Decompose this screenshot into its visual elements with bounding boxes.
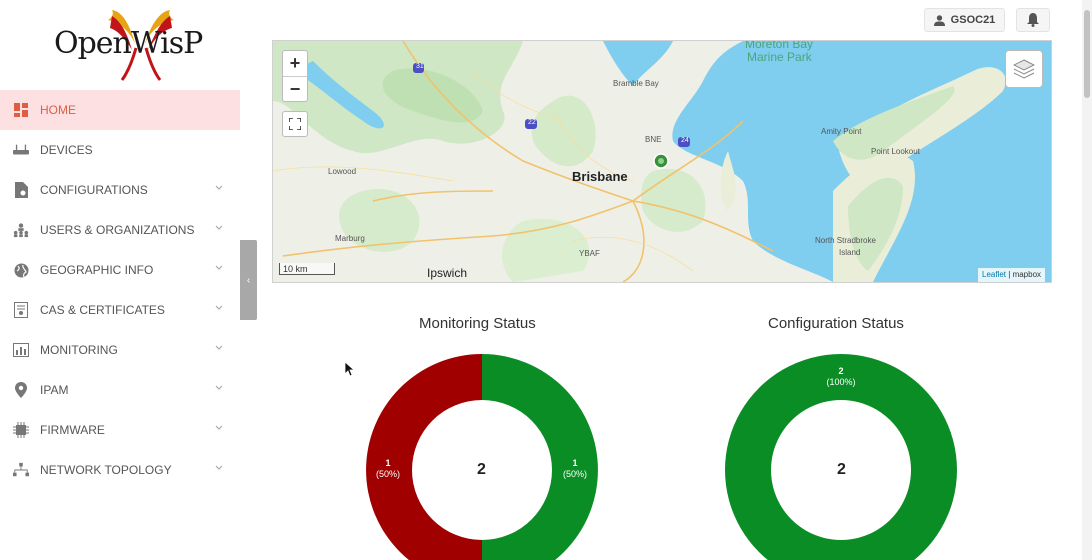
- map-road-shield-31: 31: [416, 63, 424, 70]
- configuration-ok-count: 2: [838, 366, 844, 376]
- sidebar-item-firmware[interactable]: FIRMWARE: [0, 410, 240, 450]
- monitoring-ok-count: 1: [572, 458, 578, 468]
- sidebar-item-users-organizations[interactable]: USERS & ORGANIZATIONS: [0, 210, 240, 250]
- zoom-out-button[interactable]: −: [283, 76, 307, 101]
- configuration-total: 2: [837, 461, 846, 478]
- sidebar-item-ipam[interactable]: IPAM: [0, 370, 240, 410]
- chevron-down-icon: [215, 225, 223, 230]
- fullscreen-button[interactable]: [282, 111, 308, 137]
- sidebar-item-cas-certificates[interactable]: CAS & CERTIFICATES: [0, 290, 240, 330]
- map-label-marine-park: Marine Park: [747, 50, 812, 64]
- logo-text: OpenWisP: [54, 26, 203, 61]
- sidebar-item-label: CAS & CERTIFICATES: [40, 303, 165, 317]
- map-attribution: Leaflet | mapbox: [978, 268, 1046, 282]
- sidebar-item-network-topology[interactable]: NETWORK TOPOLOGY: [0, 450, 240, 490]
- chevron-down-icon: [215, 345, 223, 350]
- home-grid-icon: [13, 102, 29, 118]
- layers-icon: [1013, 59, 1035, 79]
- sidebar-item-label: CONFIGURATIONS: [40, 183, 148, 197]
- map-layers-button[interactable]: [1005, 50, 1043, 88]
- config-file-icon: [13, 182, 29, 198]
- monitoring-problem-percent: (50%): [375, 469, 400, 479]
- user-menu-button[interactable]: GSOC21: [924, 8, 1005, 32]
- leaflet-link[interactable]: Leaflet: [982, 270, 1007, 279]
- chevron-down-icon: [215, 185, 223, 190]
- map-label-moreton-bay: Moreton Bay: [745, 40, 814, 51]
- page-scrollbar[interactable]: [1082, 0, 1092, 560]
- chevron-down-icon: [215, 385, 223, 390]
- geographic-map[interactable]: Brisbane Ipswich Lowood Marburg Bramble …: [272, 40, 1052, 283]
- map-label-marburg: Marburg: [335, 234, 365, 243]
- mouse-cursor-icon: [345, 362, 356, 377]
- configuration-ok-percent: (100%): [826, 377, 856, 387]
- sidebar-item-configurations[interactable]: CONFIGURATIONS: [0, 170, 240, 210]
- sidebar-collapse-toggle[interactable]: ‹: [240, 240, 257, 320]
- map-road-shield-22: 22: [528, 119, 536, 126]
- sidebar-item-label: NETWORK TOPOLOGY: [40, 463, 172, 477]
- monitoring-chart-icon: [13, 342, 29, 358]
- map-label-brisbane: Brisbane: [572, 169, 628, 184]
- map-label-bramble-bay: Bramble Bay: [613, 79, 659, 88]
- monitoring-status-title: Monitoring Status: [419, 315, 536, 332]
- chevron-down-icon: [215, 425, 223, 430]
- chevron-down-icon: [215, 465, 223, 470]
- donut-slice-0-0[interactable]: [482, 354, 598, 560]
- sidebar-menu: HOME DEVICES CONFIGURATIONS USERS & ORGA…: [0, 90, 240, 490]
- router-icon: [13, 142, 29, 158]
- logo-wings-icon: [108, 10, 174, 81]
- monitoring-ok-percent: (50%): [562, 469, 587, 479]
- map-label-bne: BNE: [645, 135, 662, 144]
- mapbox-attribution: mapbox: [1012, 270, 1042, 279]
- map-label-island: Island: [839, 248, 861, 257]
- chevron-down-icon: [215, 305, 223, 310]
- certificate-icon: [13, 302, 29, 318]
- chip-icon: [13, 422, 29, 438]
- map-label-lowood: Lowood: [328, 167, 357, 176]
- map-road-shield-24: 24: [681, 137, 689, 144]
- map-tiles: [273, 41, 1051, 282]
- sidebar-item-label: FIRMWARE: [40, 423, 105, 437]
- notifications-button[interactable]: [1016, 8, 1050, 32]
- zoom-in-button[interactable]: +: [289, 53, 301, 73]
- map-label-ipswich: Ipswich: [427, 266, 468, 280]
- configuration-status-title: Configuration Status: [768, 315, 904, 332]
- org-users-icon: [13, 222, 29, 238]
- monitoring-problem-label: 1 (50%): [373, 458, 403, 480]
- username-label: GSOC21: [950, 14, 996, 26]
- sidebar-item-label: MONITORING: [40, 343, 118, 357]
- sidebar-item-devices[interactable]: DEVICES: [0, 130, 240, 170]
- sidebar-item-label: DEVICES: [40, 143, 93, 157]
- bell-icon: [1027, 13, 1039, 27]
- map-label-north-stradbroke: North Stradbroke: [815, 236, 876, 245]
- globe-icon: [13, 262, 29, 278]
- openwisp-logo[interactable]: OpenWisP: [0, 0, 240, 90]
- sidebar-item-monitoring[interactable]: MONITORING: [0, 330, 240, 370]
- map-scale: 10 km: [279, 263, 335, 275]
- configuration-ok-label: 2 (100%): [821, 366, 861, 388]
- attribution-separator: |: [1006, 270, 1013, 279]
- monitoring-total: 2: [477, 461, 486, 478]
- location-pin-icon: [13, 382, 29, 398]
- monitoring-problem-count: 1: [385, 458, 391, 468]
- fullscreen-icon: [289, 118, 301, 130]
- map-label-point-lookout: Point Lookout: [871, 147, 920, 156]
- sidebar-item-label: GEOGRAPHIC INFO: [40, 263, 154, 277]
- chevron-down-icon: [215, 265, 223, 270]
- sidebar-item-label: IPAM: [40, 383, 69, 397]
- scrollbar-thumb[interactable]: [1084, 10, 1090, 98]
- monitoring-ok-label: 1 (50%): [560, 458, 590, 480]
- topology-icon: [13, 462, 29, 478]
- sidebar: OpenWisP HOME DEVICES CONFIGURATIONS: [0, 0, 240, 560]
- sidebar-item-label: HOME: [40, 103, 76, 117]
- user-icon: [933, 14, 945, 26]
- map-zoom-control: + −: [282, 50, 308, 102]
- sidebar-item-geographic-info[interactable]: GEOGRAPHIC INFO: [0, 250, 240, 290]
- sidebar-item-label: USERS & ORGANIZATIONS: [40, 223, 195, 237]
- map-label-amity-point: Amity Point: [821, 127, 862, 136]
- sidebar-item-home[interactable]: HOME: [0, 90, 240, 130]
- donut-slice-0-1[interactable]: [366, 354, 482, 560]
- map-label-ybaf: YBAF: [579, 249, 600, 258]
